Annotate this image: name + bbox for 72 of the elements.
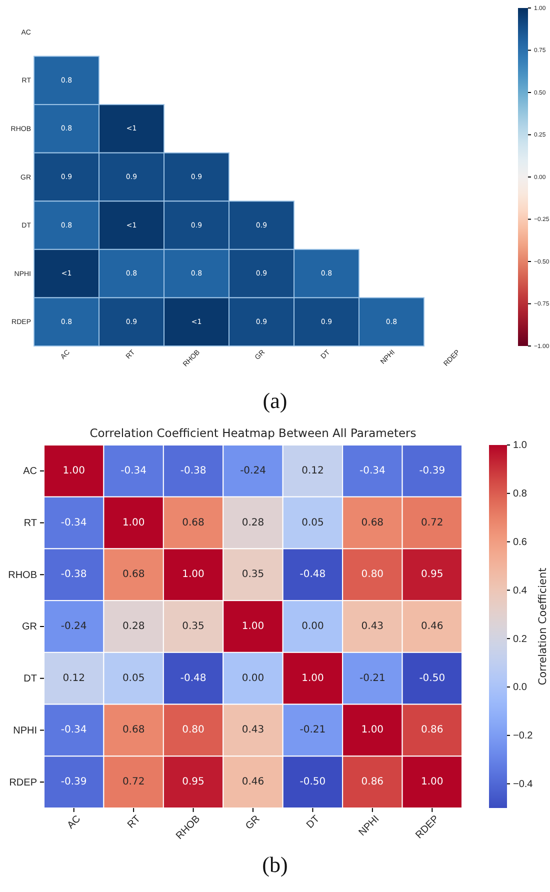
- data-label: -0.38: [180, 465, 206, 476]
- color-bar-label: −0.2: [513, 730, 534, 742]
- data-label: 0.46: [421, 621, 444, 632]
- y-tick-label: RDEP: [9, 777, 38, 788]
- y-tick-label: AC: [23, 466, 37, 478]
- data-label: 0.46: [242, 776, 264, 788]
- data-label: -0.34: [120, 465, 147, 476]
- y-tick-label: GR: [22, 622, 37, 633]
- color-bar-label: 1.0: [513, 440, 528, 452]
- data-label: -0.24: [60, 621, 87, 632]
- data-label: 0.00: [302, 621, 324, 632]
- data-label: -0.34: [60, 724, 87, 736]
- data-label: 0.80: [361, 569, 384, 580]
- data-label: 1.00: [242, 621, 264, 632]
- data-label: -0.50: [419, 672, 446, 684]
- data-label: 0.68: [122, 569, 145, 580]
- data-label: 0.05: [302, 517, 324, 528]
- data-label: 0.68: [122, 724, 145, 736]
- x-tick-label: GR: [244, 814, 262, 832]
- data-label: -0.38: [60, 569, 87, 580]
- x-tick-label: DT: [304, 814, 322, 831]
- data-label: 0.28: [122, 621, 145, 632]
- data-label: 0.12: [62, 672, 85, 684]
- data-label: 0.95: [421, 569, 444, 580]
- data-label: 0.68: [182, 517, 204, 528]
- color-bar-label: 0.2: [513, 634, 528, 645]
- text: (a): [262, 388, 288, 413]
- data-label: 0.86: [361, 776, 384, 788]
- data-label: 1.00: [62, 465, 85, 476]
- color-bar-label: 0.6: [513, 537, 528, 548]
- data-label: 0.00: [242, 672, 264, 684]
- data-label: -0.48: [180, 672, 206, 684]
- y-tick-label: RT: [24, 518, 37, 529]
- chart-title: Correlation Coefficient Heatmap Between All Parameters: [90, 426, 416, 440]
- x-tick-label: AC: [65, 814, 84, 832]
- data-label: -0.34: [359, 465, 386, 476]
- y-tick-label: DT: [24, 674, 37, 685]
- x-tick-label: RT: [126, 814, 143, 831]
- data-label: 0.43: [242, 724, 264, 736]
- data-label: 1.00: [361, 724, 384, 736]
- data-label: 1.00: [421, 776, 444, 788]
- data-label: -0.39: [60, 776, 87, 788]
- data-label: 1.00: [182, 569, 204, 580]
- data-label: 0.80: [182, 724, 204, 736]
- data-label: 0.12: [302, 465, 324, 476]
- data-label: 0.35: [182, 621, 204, 632]
- data-label: 0.43: [361, 621, 384, 632]
- data-label: 0.72: [421, 517, 444, 528]
- y-tick-label: NPHI: [13, 725, 37, 736]
- data-label: -0.21: [359, 672, 386, 684]
- data-label: -0.50: [300, 776, 326, 788]
- data-label: -0.48: [300, 569, 326, 580]
- data-label: 0.28: [242, 517, 264, 528]
- data-label: 1.00: [122, 517, 145, 528]
- data-label: 0.05: [122, 672, 145, 684]
- data-label: 0.35: [242, 569, 264, 580]
- data-label: 0.72: [122, 776, 145, 788]
- color-bar-label: −0.4: [513, 779, 534, 790]
- text: (b): [262, 852, 288, 877]
- color-bar-label: 0.8: [513, 488, 528, 500]
- y-tick-label: RHOB: [8, 570, 38, 581]
- color-bar-label: 0.0: [513, 682, 528, 694]
- data-label: -0.21: [300, 724, 326, 736]
- data-label: 1.00: [302, 672, 324, 684]
- data-label: -0.24: [240, 465, 266, 476]
- color-bar-label: 0.4: [513, 585, 528, 596]
- data-label: -0.39: [419, 465, 446, 476]
- data-label: 0.68: [361, 517, 384, 528]
- data-label: 0.86: [421, 724, 444, 736]
- data-label: 0.95: [182, 776, 204, 788]
- color-bar-title: Correlation Coefficient: [537, 568, 549, 686]
- data-label: -0.34: [60, 517, 87, 528]
